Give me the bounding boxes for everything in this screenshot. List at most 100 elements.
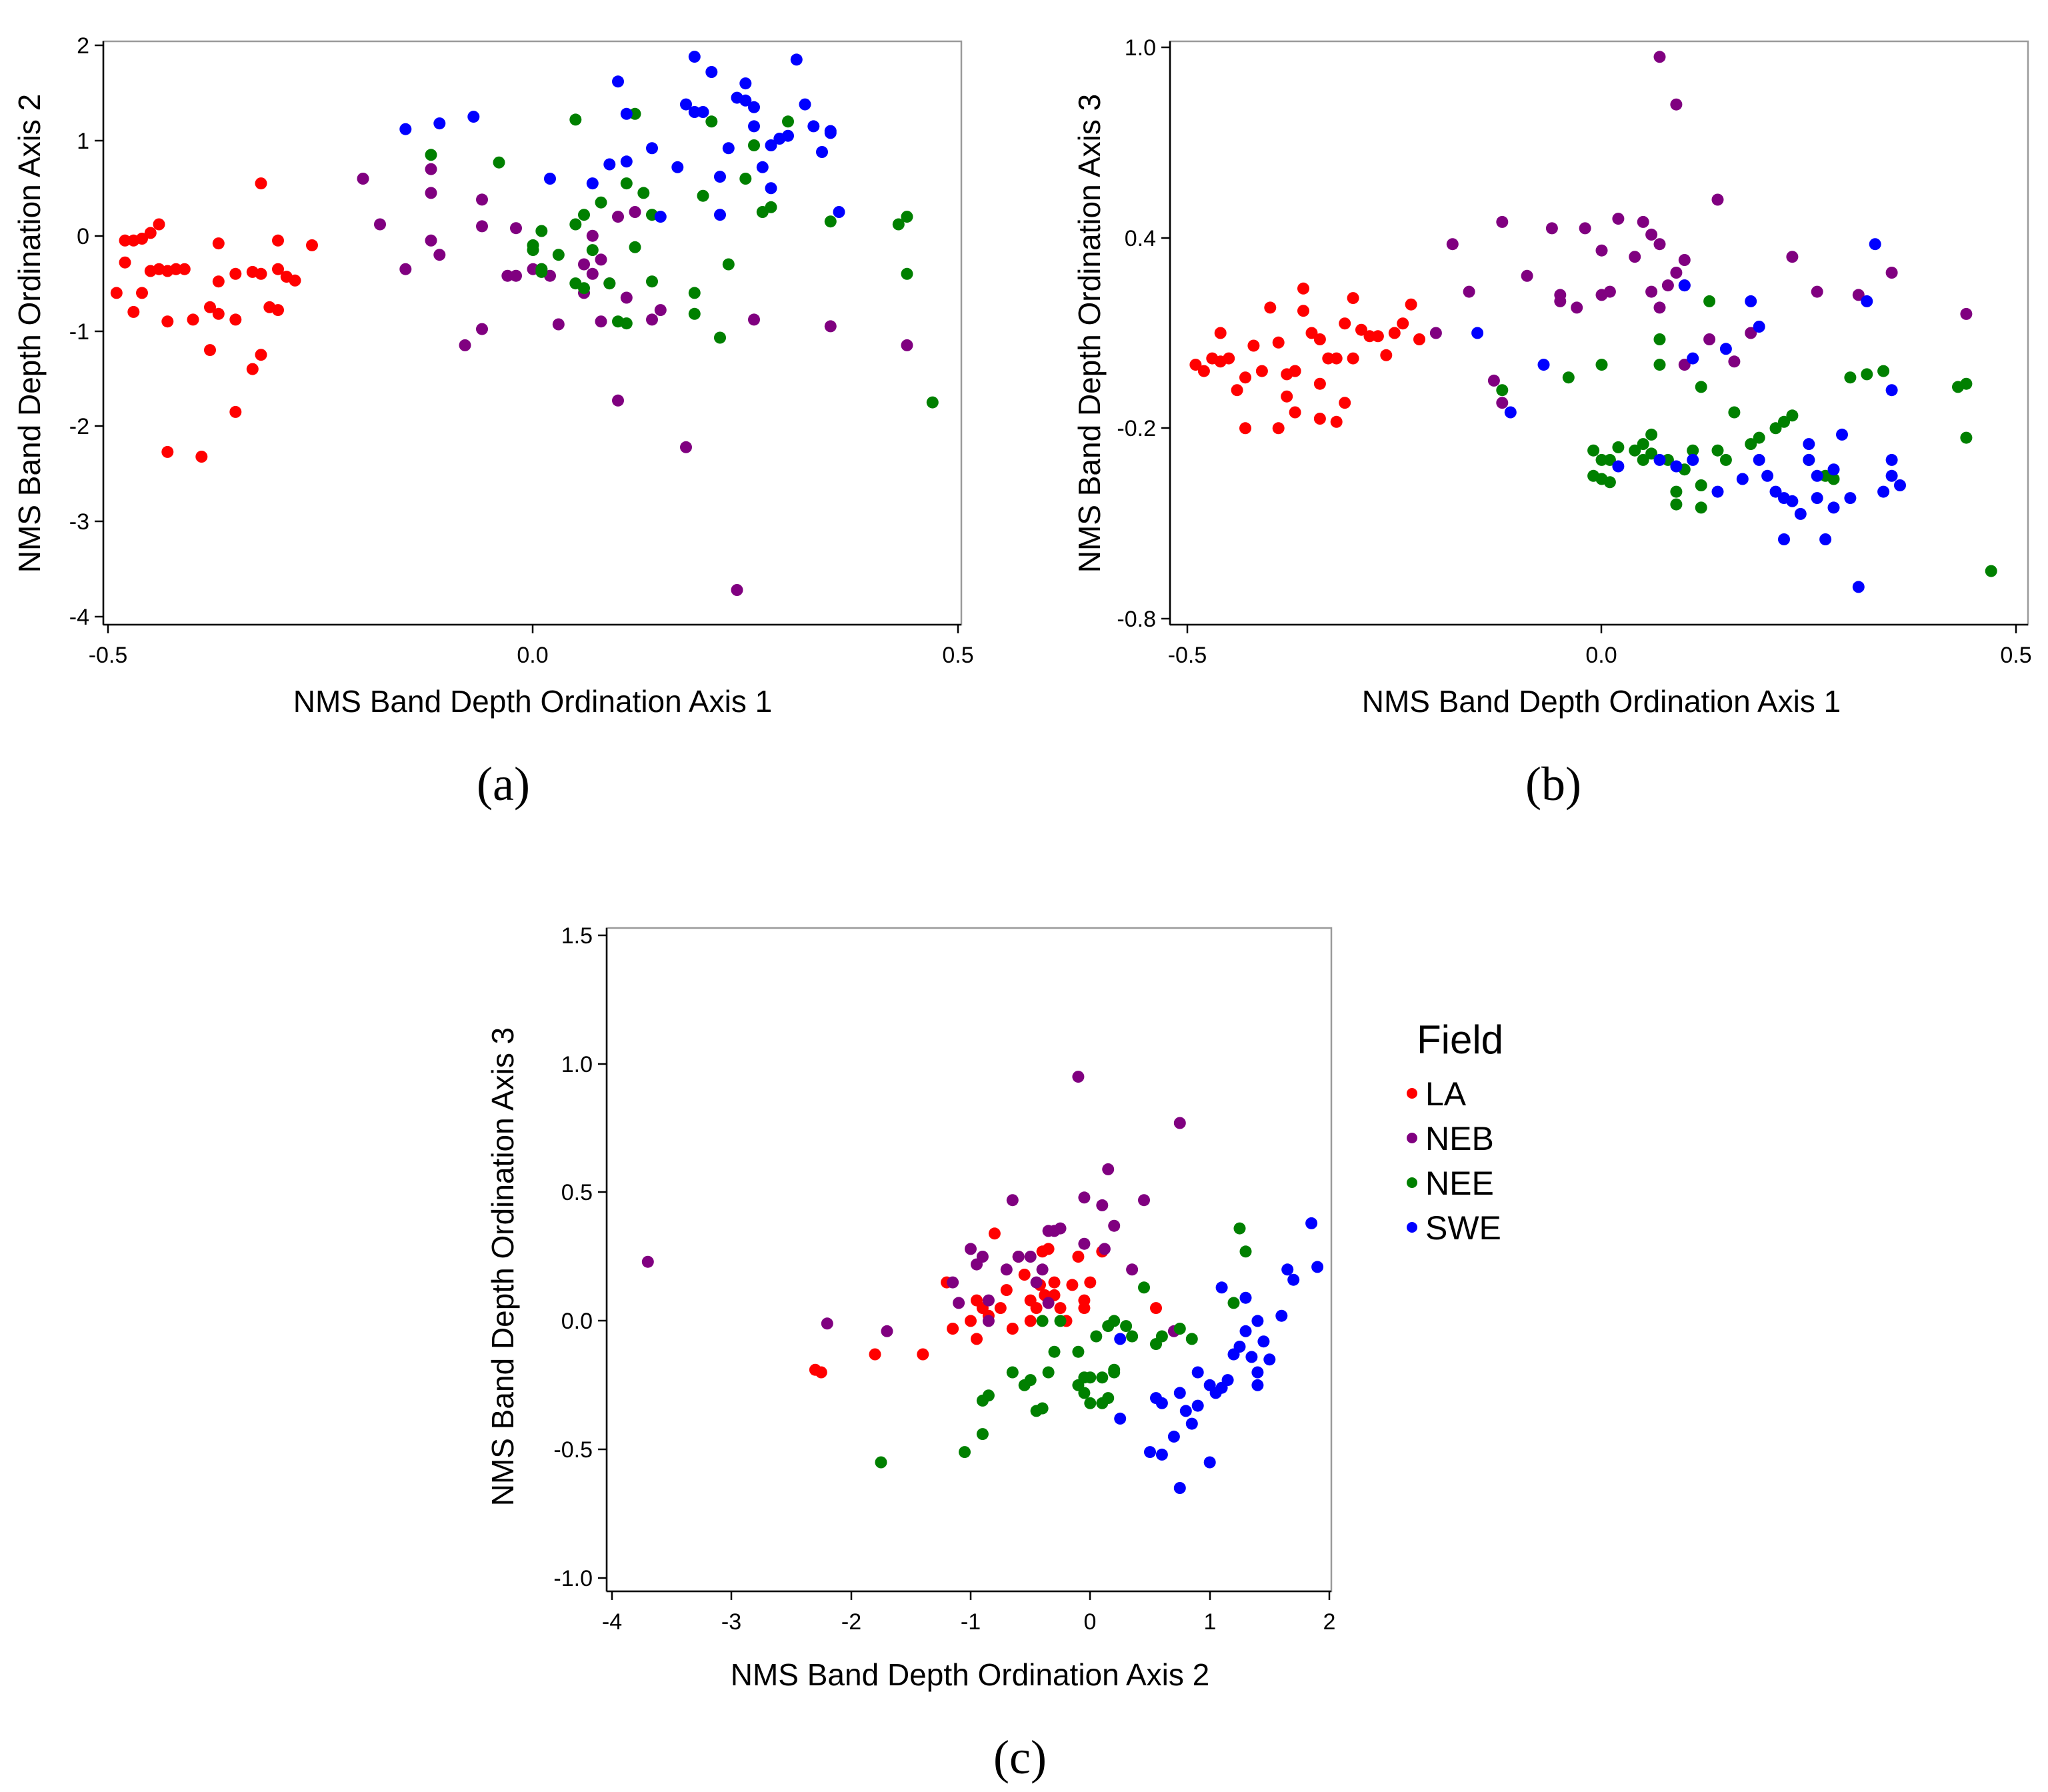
point-b-swe-32 (1869, 238, 1881, 251)
x-tick-label-a-0: -0.5 (89, 643, 128, 668)
point-c-neb-15 (1042, 1297, 1055, 1309)
point-a-swe-13 (688, 106, 701, 118)
point-b-swe-8 (1687, 352, 1699, 365)
point-a-nee-23 (646, 275, 658, 288)
point-c-neb-29 (982, 1315, 995, 1327)
point-b-neb-6 (1521, 269, 1533, 282)
y-ticks-a: -4 -3 -2 -1 0 1 2 (69, 33, 103, 630)
point-c-swe-13 (1203, 1456, 1216, 1469)
point-b-swe-16 (1769, 485, 1782, 498)
point-b-nee-20 (1687, 444, 1699, 457)
point-a-neb-17 (552, 318, 565, 331)
point-a-swe-25 (756, 161, 769, 173)
point-b-neb-25 (1678, 359, 1691, 371)
point-a-swe-23 (748, 101, 760, 113)
point-c-nee-35 (1084, 1397, 1097, 1409)
point-b-swe-19 (1786, 495, 1799, 507)
point-b-nee-39 (1960, 377, 1973, 390)
point-a-la-2 (136, 233, 148, 245)
point-c-la-16 (1018, 1269, 1031, 1281)
point-b-neb-22 (1670, 267, 1683, 279)
point-b-la-25 (1355, 323, 1367, 336)
point-a-swe-11 (671, 161, 684, 173)
point-c-neb-18 (1072, 1071, 1085, 1083)
point-b-swe-10 (1719, 343, 1732, 355)
point-b-neb-2 (1463, 285, 1475, 298)
point-c-swe-9 (1179, 1405, 1192, 1417)
point-a-la-18 (212, 237, 225, 250)
point-b-la-15 (1297, 282, 1309, 295)
point-c-swe-4 (1155, 1397, 1168, 1409)
point-c-swe-32 (1251, 1366, 1264, 1379)
point-a-nee-27 (705, 115, 718, 128)
point-c-swe-6 (1167, 1430, 1180, 1443)
point-a-nee-35 (824, 215, 837, 228)
x-tick-label-c-4: 0 (1084, 1609, 1097, 1635)
point-b-la-35 (1313, 413, 1326, 425)
point-a-neb-25 (612, 211, 624, 223)
point-c-la-31 (1078, 1302, 1091, 1315)
y-ticks-b: -0.8 -0.2 0.4 1.0 (1117, 35, 1170, 632)
point-b-la-32 (1413, 333, 1425, 345)
point-c-la-18 (1024, 1315, 1037, 1327)
point-a-nee-34 (782, 115, 794, 128)
point-a-la-8 (136, 287, 148, 299)
point-b-nee-30 (1778, 415, 1790, 428)
point-b-swe-18 (1778, 533, 1790, 545)
y-tick-label-a-0: -4 (69, 605, 89, 630)
point-b-swe-15 (1761, 469, 1774, 482)
point-a-swe-30 (790, 53, 803, 66)
panel-label-c: (c) (993, 1731, 1047, 1784)
point-b-neb-27 (1670, 98, 1683, 111)
point-c-nee-31 (1096, 1397, 1109, 1409)
point-b-la-24 (1347, 292, 1359, 305)
point-a-neb-5 (425, 234, 437, 247)
point-c-nee-2 (976, 1428, 989, 1441)
point-c-swe-2 (1144, 1446, 1156, 1459)
point-b-neb-9 (1554, 289, 1567, 301)
point-a-neb-8 (476, 193, 488, 206)
point-c-nee-25 (1173, 1323, 1186, 1335)
point-b-nee-5 (1595, 453, 1608, 466)
point-b-neb-15 (1629, 251, 1641, 263)
point-a-nee-9 (569, 113, 582, 126)
point-b-la-19 (1322, 352, 1335, 365)
point-a-swe-3 (544, 173, 556, 185)
point-b-nee-0 (1496, 384, 1509, 397)
x-tick-label-b-1: 0.0 (1585, 643, 1617, 668)
point-b-nee-9 (1629, 444, 1641, 457)
point-c-nee-11 (1048, 1345, 1061, 1358)
point-a-swe-16 (705, 66, 718, 78)
point-b-la-33 (1281, 390, 1293, 403)
point-a-neb-11 (501, 269, 514, 282)
point-b-neb-4 (1496, 215, 1509, 228)
point-b-la-36 (1330, 415, 1343, 428)
point-a-neb-12 (510, 269, 522, 282)
x-axis-title-c: NMS Band Depth Ordination Axis 2 (731, 1657, 1209, 1692)
plot-frame-c (605, 927, 1333, 1593)
y-tick-label-a-3: -1 (69, 319, 89, 345)
point-b-nee-6 (1603, 476, 1616, 489)
point-a-swe-1 (433, 117, 446, 130)
point-c-neb-4 (953, 1297, 965, 1309)
x-tick-label-a-1: 0.0 (517, 643, 548, 668)
point-b-nee-2 (1587, 444, 1600, 457)
point-c-swe-33 (1203, 1379, 1216, 1391)
point-b-neb-3 (1487, 374, 1500, 387)
point-b-neb-12 (1595, 244, 1608, 257)
point-b-la-16 (1305, 327, 1318, 339)
x-tick-label-c-0: -4 (602, 1609, 622, 1635)
point-b-swe-13 (1753, 321, 1765, 333)
point-c-swe-16 (1215, 1281, 1228, 1294)
point-a-la-35 (229, 405, 242, 418)
point-a-neb-20 (586, 267, 599, 280)
point-a-neb-29 (646, 313, 658, 326)
y-tick-label-c-0: -1.0 (553, 1566, 593, 1591)
y-ticks-c: -1.0 -0.5 0.0 0.5 1.0 1.5 (553, 923, 607, 1591)
point-b-nee-1 (1562, 371, 1575, 384)
point-a-swe-10 (654, 211, 667, 223)
point-a-la-17 (212, 307, 225, 320)
point-c-nee-12 (1036, 1315, 1049, 1327)
point-b-neb-7 (1545, 222, 1558, 235)
panel-b: -0.5 0.0 0.5 -0.8 -0.2 0.4 1.0 NMS Band … (1072, 35, 2032, 811)
